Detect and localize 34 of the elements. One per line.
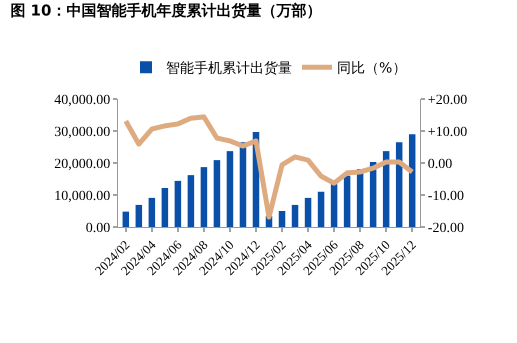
bar xyxy=(136,204,142,227)
bar xyxy=(200,167,208,227)
bar xyxy=(214,160,220,227)
bar xyxy=(408,134,416,227)
bar xyxy=(226,151,234,227)
bar xyxy=(344,176,350,227)
chart-title: 图 10：中国智能手机年度累计出货量（万部） xyxy=(10,2,322,20)
bar xyxy=(330,184,338,227)
bar xyxy=(382,151,390,227)
bar xyxy=(318,192,324,227)
bar xyxy=(278,211,286,227)
bar xyxy=(240,142,246,227)
y2-tick-label: -20.00 xyxy=(428,220,464,236)
y2-tick-label: 0.00 xyxy=(428,156,452,172)
bar xyxy=(162,188,168,227)
legend-label: 同比（%） xyxy=(337,60,406,77)
bar xyxy=(304,198,312,227)
y2-tick-label: +10.00 xyxy=(428,124,468,140)
y2-tick-label: +20.00 xyxy=(428,92,468,108)
legend-label: 智能手机累计出货量 xyxy=(166,60,292,77)
y-tick-label: 30,000.00 xyxy=(54,124,110,140)
bar xyxy=(174,180,182,227)
y-tick-label: 40,000.00 xyxy=(54,92,110,108)
bar xyxy=(148,198,156,227)
bar xyxy=(396,142,402,227)
bar xyxy=(356,169,364,227)
bar xyxy=(370,162,376,227)
y-tick-label: 20,000.00 xyxy=(54,156,110,172)
bar xyxy=(122,212,130,227)
bar xyxy=(292,204,298,227)
y-tick-label: 10,000.00 xyxy=(54,188,110,204)
y2-tick-label: -10.00 xyxy=(428,188,464,204)
y-tick-label: 0.00 xyxy=(86,220,110,236)
bar xyxy=(188,175,194,227)
